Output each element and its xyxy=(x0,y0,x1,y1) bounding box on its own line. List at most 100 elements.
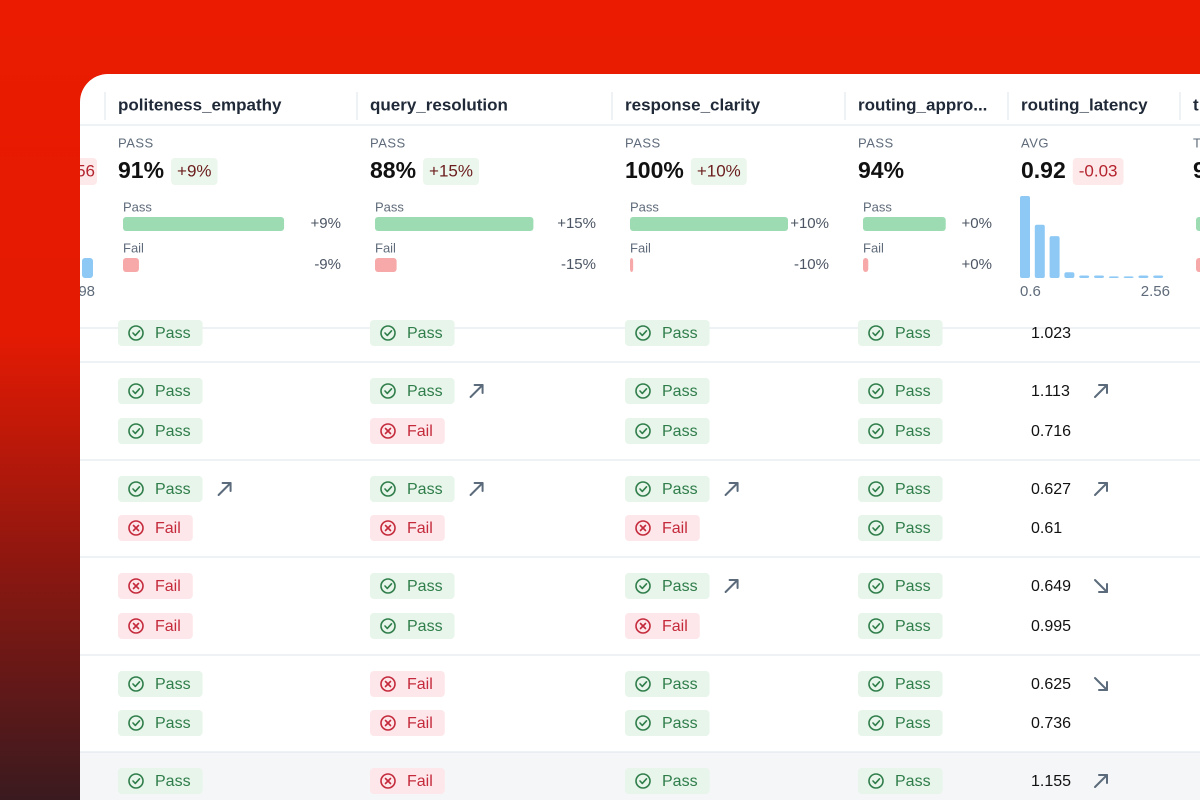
status-text: Pass xyxy=(895,481,931,498)
status-text: Fail xyxy=(155,520,181,537)
status-text: Pass xyxy=(155,481,191,498)
check-mark xyxy=(639,719,648,727)
check-mark xyxy=(872,680,881,688)
status-icon xyxy=(380,578,396,594)
check-mark xyxy=(872,427,881,435)
latency-value: 0.627 xyxy=(1031,481,1071,498)
trend-arrow xyxy=(1094,774,1108,788)
pass-bar xyxy=(123,217,285,231)
check-mark xyxy=(639,680,648,688)
check-mark xyxy=(639,329,648,337)
bar-label: Pass xyxy=(630,199,659,214)
status-text: Fail xyxy=(407,520,433,537)
status-icon xyxy=(635,383,651,399)
status-text: Fail xyxy=(662,520,688,537)
bar-delta: +9% xyxy=(311,215,341,232)
pass-bar xyxy=(630,217,788,231)
cross-mark xyxy=(384,427,392,435)
status-text: Pass xyxy=(155,715,191,732)
status-text: Pass xyxy=(155,773,191,790)
status-icon xyxy=(380,325,396,341)
column-header: politeness_empathy xyxy=(118,95,282,114)
trend-arrow-head xyxy=(728,579,739,589)
cross-mark xyxy=(132,524,140,532)
status-icon xyxy=(128,578,144,594)
status-text: Pass xyxy=(662,578,698,595)
status-icon xyxy=(380,383,396,399)
cross-mark xyxy=(384,680,392,688)
check-mark xyxy=(384,387,393,395)
pass-bar xyxy=(375,217,534,231)
status-text: Fail xyxy=(407,773,433,790)
status-icon xyxy=(635,578,651,594)
bar-label: Pass xyxy=(375,199,404,214)
status-text: Pass xyxy=(662,773,698,790)
column-header: routing_latency xyxy=(1021,95,1148,114)
check-mark xyxy=(132,387,141,395)
status-icon xyxy=(868,676,884,692)
column-header: t xyxy=(1193,95,1199,114)
fail-bar xyxy=(863,258,869,272)
status-icon xyxy=(635,325,651,341)
status-icon xyxy=(380,618,396,634)
latency-value: 0.61 xyxy=(1031,520,1062,537)
status-text: Pass xyxy=(155,676,191,693)
bar-label: Fail xyxy=(123,240,144,255)
summary-label: PASS xyxy=(118,135,154,150)
column-header: response_clarity xyxy=(625,95,761,114)
latency-value: 0.625 xyxy=(1031,676,1071,693)
summary-delta: +10% xyxy=(697,161,741,180)
check-mark xyxy=(872,777,881,785)
status-icon xyxy=(868,773,884,789)
histogram-bar xyxy=(1108,276,1119,278)
status-icon xyxy=(380,773,396,789)
column-header: query_resolution xyxy=(370,95,508,114)
trend-arrow xyxy=(217,482,232,496)
status-text: Pass xyxy=(895,715,931,732)
status-text: Pass xyxy=(895,423,931,440)
histogram-max: 98 xyxy=(80,283,95,300)
histogram-bar xyxy=(1138,275,1149,278)
trend-arrow-head xyxy=(1098,774,1108,784)
fail-bar xyxy=(375,258,397,272)
status-icon xyxy=(635,676,651,692)
fail-bar xyxy=(630,258,634,272)
bar-delta: -10% xyxy=(794,256,829,273)
summary-label: PASS xyxy=(625,135,661,150)
check-mark xyxy=(872,524,881,532)
status-icon xyxy=(868,520,884,536)
trend-arrow-head xyxy=(1098,482,1108,492)
status-text: Pass xyxy=(155,325,191,342)
bar-delta: -9% xyxy=(314,256,341,273)
histogram-bar xyxy=(1153,275,1164,278)
trend-arrow-head xyxy=(473,384,484,394)
status-text: Pass xyxy=(662,423,698,440)
status-icon xyxy=(128,676,144,692)
check-mark xyxy=(639,777,648,785)
status-text: Pass xyxy=(407,578,443,595)
status-text: Pass xyxy=(407,618,443,635)
status-icon xyxy=(380,715,396,731)
status-icon xyxy=(635,520,651,536)
bar-label: Fail xyxy=(630,240,651,255)
status-icon xyxy=(128,325,144,341)
status-icon xyxy=(128,618,144,634)
status-text: Pass xyxy=(407,481,443,498)
trend-arrow xyxy=(1094,482,1108,496)
pass-bar xyxy=(863,217,946,231)
check-mark xyxy=(132,680,141,688)
histogram-min: 0.6 xyxy=(1020,283,1041,300)
latency-value: 1.023 xyxy=(1031,325,1071,342)
check-mark xyxy=(872,485,881,493)
trend-arrow xyxy=(724,482,739,496)
check-mark xyxy=(132,485,141,493)
histogram-bar xyxy=(1123,276,1134,278)
status-icon xyxy=(868,715,884,731)
status-text: Pass xyxy=(662,383,698,400)
status-icon xyxy=(635,618,651,634)
trend-arrow xyxy=(1094,579,1108,593)
delta-badge xyxy=(171,158,218,185)
status-text: Pass xyxy=(407,325,443,342)
status-icon xyxy=(868,578,884,594)
